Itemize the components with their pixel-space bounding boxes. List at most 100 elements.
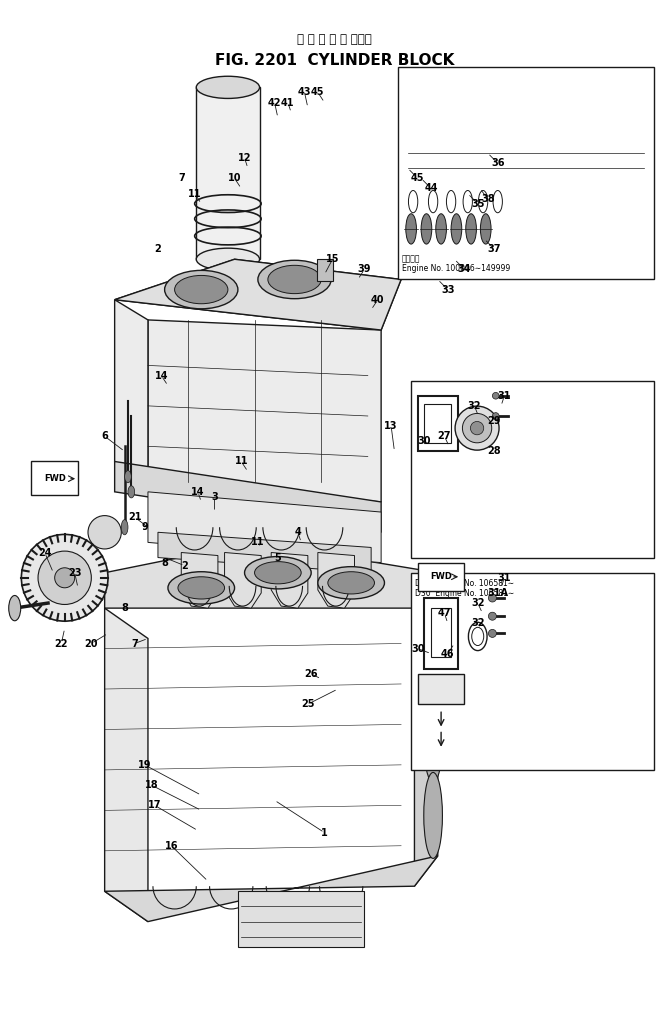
FancyBboxPatch shape xyxy=(31,461,78,495)
Circle shape xyxy=(21,534,108,622)
Polygon shape xyxy=(158,532,371,573)
Text: 40: 40 xyxy=(371,295,385,304)
Text: 2: 2 xyxy=(181,561,188,571)
Text: 44: 44 xyxy=(424,184,438,194)
Polygon shape xyxy=(114,300,148,482)
Text: 12: 12 xyxy=(237,153,252,163)
Text: 33: 33 xyxy=(441,285,454,295)
Polygon shape xyxy=(318,553,355,608)
Circle shape xyxy=(488,594,496,602)
Text: 43: 43 xyxy=(298,87,311,97)
Circle shape xyxy=(470,422,484,435)
Text: 16: 16 xyxy=(165,841,178,851)
Ellipse shape xyxy=(451,214,462,244)
Text: 47: 47 xyxy=(438,608,451,619)
Text: 36: 36 xyxy=(491,158,504,168)
Text: 17: 17 xyxy=(148,800,161,810)
Polygon shape xyxy=(238,891,365,947)
FancyBboxPatch shape xyxy=(411,573,654,770)
Text: 23: 23 xyxy=(68,568,82,578)
Ellipse shape xyxy=(165,271,238,309)
Text: 46: 46 xyxy=(441,649,454,659)
Ellipse shape xyxy=(196,76,260,98)
Text: 6: 6 xyxy=(101,431,108,441)
Polygon shape xyxy=(415,573,438,886)
Circle shape xyxy=(38,551,92,604)
FancyBboxPatch shape xyxy=(398,67,654,280)
Text: 25: 25 xyxy=(301,700,314,709)
Ellipse shape xyxy=(423,773,442,859)
Text: 20: 20 xyxy=(84,639,98,649)
Text: 13: 13 xyxy=(385,421,398,431)
Polygon shape xyxy=(104,856,438,922)
Polygon shape xyxy=(104,608,148,922)
Polygon shape xyxy=(104,542,438,608)
Text: 38: 38 xyxy=(481,194,494,204)
Circle shape xyxy=(462,414,492,443)
Text: 45: 45 xyxy=(311,87,324,97)
Polygon shape xyxy=(114,260,401,330)
Text: 42: 42 xyxy=(268,97,281,107)
Text: 41: 41 xyxy=(281,97,294,107)
Text: 31: 31 xyxy=(498,390,511,401)
Text: 30: 30 xyxy=(417,436,432,446)
Text: 3: 3 xyxy=(211,492,218,502)
Text: 8: 8 xyxy=(161,558,168,568)
Text: 21: 21 xyxy=(128,512,141,522)
Ellipse shape xyxy=(258,261,331,299)
Text: 26: 26 xyxy=(304,669,318,678)
Text: 32: 32 xyxy=(471,598,484,608)
Ellipse shape xyxy=(9,595,21,621)
Circle shape xyxy=(488,630,496,638)
Circle shape xyxy=(55,568,75,588)
Text: 9: 9 xyxy=(141,522,148,532)
Text: 28: 28 xyxy=(488,446,501,456)
Polygon shape xyxy=(181,553,218,608)
Text: 35: 35 xyxy=(471,199,484,209)
Text: 15: 15 xyxy=(326,255,339,265)
Ellipse shape xyxy=(406,214,416,244)
Text: 7: 7 xyxy=(131,639,138,649)
Text: FWD: FWD xyxy=(429,572,452,581)
Ellipse shape xyxy=(318,567,385,599)
Text: 30: 30 xyxy=(411,644,425,654)
FancyBboxPatch shape xyxy=(196,87,260,260)
Text: 14: 14 xyxy=(191,487,205,497)
Ellipse shape xyxy=(175,276,228,304)
Polygon shape xyxy=(114,461,381,532)
Ellipse shape xyxy=(436,214,446,244)
Text: 1: 1 xyxy=(321,827,328,838)
Text: 11: 11 xyxy=(251,537,265,548)
Text: FWD: FWD xyxy=(45,475,67,484)
FancyBboxPatch shape xyxy=(316,260,333,282)
Text: シ リ ン ダ ブ ロック: シ リ ン ダ ブ ロック xyxy=(297,33,372,47)
Circle shape xyxy=(488,612,496,621)
Text: 31: 31 xyxy=(498,573,511,583)
Text: 適用号等
Engine No. 100006∼149999: 適用号等 Engine No. 100006∼149999 xyxy=(402,255,510,274)
Polygon shape xyxy=(148,492,381,563)
Text: 11: 11 xyxy=(188,189,201,199)
Text: 2: 2 xyxy=(155,244,161,255)
Text: 5: 5 xyxy=(274,553,281,563)
Ellipse shape xyxy=(466,214,476,244)
Ellipse shape xyxy=(328,572,375,594)
Ellipse shape xyxy=(480,214,491,244)
Ellipse shape xyxy=(268,266,321,294)
Text: 10: 10 xyxy=(228,173,242,184)
Ellipse shape xyxy=(423,615,442,702)
Ellipse shape xyxy=(128,486,134,498)
Ellipse shape xyxy=(196,248,260,271)
Ellipse shape xyxy=(178,577,225,599)
Text: 37: 37 xyxy=(488,244,501,255)
Ellipse shape xyxy=(124,470,131,483)
Text: 14: 14 xyxy=(155,370,168,380)
Text: 22: 22 xyxy=(55,639,68,649)
Text: 4: 4 xyxy=(294,527,301,537)
Text: 19: 19 xyxy=(138,759,151,770)
Circle shape xyxy=(492,413,499,420)
Polygon shape xyxy=(148,320,381,502)
Polygon shape xyxy=(271,553,308,608)
Text: 39: 39 xyxy=(358,265,371,275)
Polygon shape xyxy=(114,260,401,330)
Text: 32: 32 xyxy=(471,619,484,629)
